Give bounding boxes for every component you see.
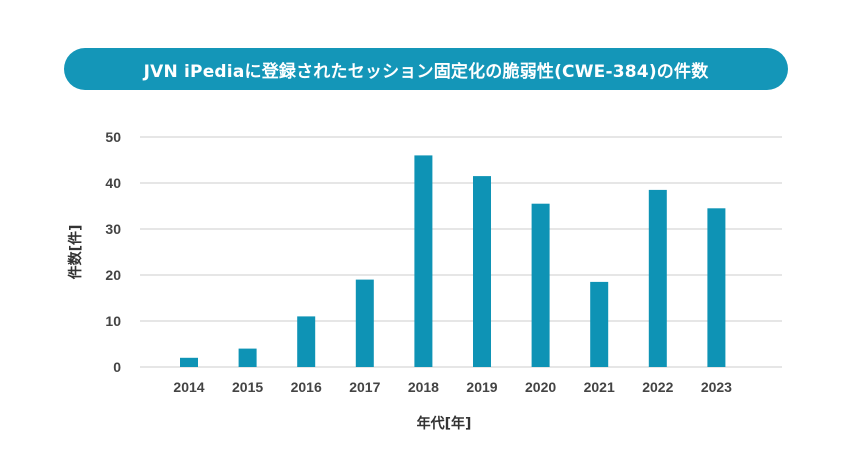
y-axis-ticks: 0 10 20 30 40 50 [105, 129, 121, 375]
x-tick-label: 2020 [525, 379, 556, 395]
gridlines [140, 136, 782, 368]
x-tick-label: 2016 [291, 379, 322, 395]
y-tick-label: 30 [105, 221, 121, 237]
x-axis-label: 年代[年] [417, 415, 472, 432]
bar-2023 [707, 208, 726, 367]
chart-title: JVN iPediaに登録されたセッション固定化の脆弱性(CWE-384)の件数 [64, 48, 788, 90]
bar-2017 [355, 279, 374, 367]
bar-2020 [531, 203, 550, 367]
x-tick-label: 2019 [466, 379, 497, 395]
bars [180, 155, 726, 367]
bar-2016 [297, 316, 316, 367]
y-tick-label: 40 [105, 175, 121, 191]
y-tick-label: 10 [105, 313, 121, 329]
bar-2021 [590, 281, 609, 367]
y-tick-label: 20 [105, 267, 121, 283]
x-tick-label: 2018 [408, 379, 439, 395]
bar-2018 [414, 155, 433, 367]
x-axis-ticks: 2014 2015 2016 2017 2018 2019 2020 2021 2022 2023 [173, 379, 732, 395]
y-tick-label: 0 [113, 359, 121, 375]
bar-2019 [473, 176, 491, 367]
bar-2014 [180, 357, 198, 367]
x-tick-label: 2021 [584, 379, 615, 395]
x-tick-label: 2015 [232, 379, 263, 395]
bar-2022 [648, 189, 667, 367]
y-axis-label: 件数[件] [67, 225, 84, 280]
x-tick-label: 2022 [642, 379, 673, 395]
bar-2015 [238, 348, 257, 367]
x-tick-label: 2014 [173, 379, 204, 395]
y-tick-label: 50 [105, 129, 121, 145]
x-tick-label: 2017 [349, 379, 380, 395]
x-tick-label: 2023 [701, 379, 732, 395]
